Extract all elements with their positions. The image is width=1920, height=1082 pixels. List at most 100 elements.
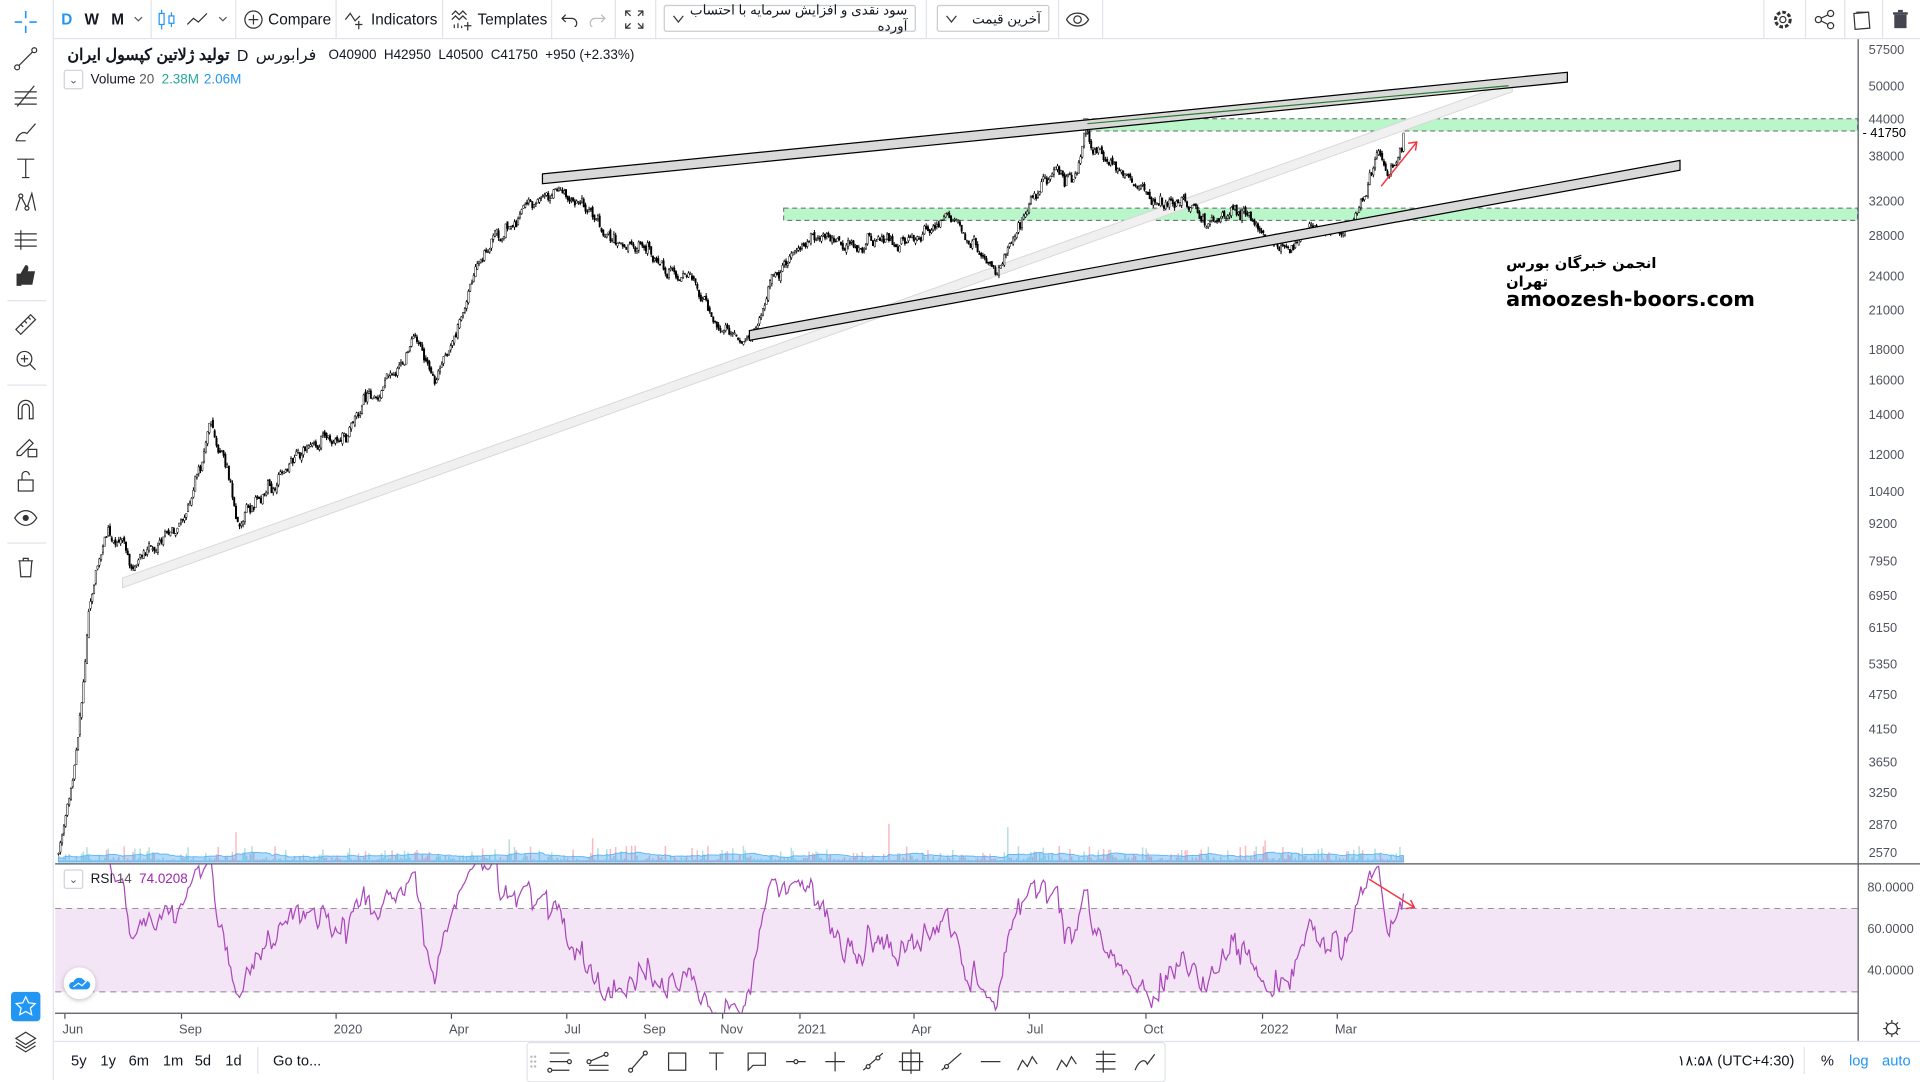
text-icon[interactable] (12, 154, 39, 181)
volume-bar (467, 859, 470, 863)
candle (696, 282, 699, 291)
templates-button[interactable]: Templates (451, 0, 547, 38)
trash-icon[interactable] (1892, 0, 1909, 38)
horizontal-ray-icon[interactable] (786, 1059, 806, 1065)
candle (877, 235, 880, 240)
interval-m[interactable]: M (111, 10, 124, 28)
parallel-channel-icon[interactable] (586, 1051, 609, 1071)
crosshair-icon[interactable] (12, 9, 39, 36)
log-scale-toggle[interactable]: log (1848, 1051, 1869, 1069)
cross-line-icon[interactable] (825, 1051, 845, 1072)
settings-gear-icon[interactable] (1772, 0, 1794, 38)
line-chart-icon[interactable] (186, 0, 208, 38)
auto-scale-toggle[interactable]: auto (1882, 1051, 1911, 1069)
range-1m[interactable]: 1m (162, 1051, 184, 1069)
candles-icon[interactable] (157, 0, 177, 38)
eye-icon[interactable] (12, 504, 39, 531)
candle (712, 316, 715, 324)
range-1y[interactable]: 1y (100, 1051, 116, 1069)
volume-bar (261, 859, 264, 863)
volume-bar (378, 859, 381, 863)
share-icon[interactable] (1813, 0, 1835, 38)
long-term-channel[interactable] (121, 81, 1513, 589)
unlock-icon[interactable] (12, 468, 39, 495)
position-icon[interactable] (898, 1049, 924, 1074)
range-6m[interactable]: 6m (128, 1051, 149, 1069)
layers-icon[interactable] (12, 1029, 39, 1056)
volume-bar (1067, 860, 1069, 863)
compare-button[interactable]: Compare (244, 0, 331, 38)
volume-bar (201, 860, 204, 863)
horizontal-lines-icon[interactable] (547, 1052, 572, 1073)
rsi-axis[interactable]: 80.0000 60.0000 40.0000 (1858, 864, 1920, 1012)
red-arrow-down[interactable] (1368, 878, 1416, 910)
volume-bar (1136, 860, 1139, 863)
indicators-button[interactable]: Indicators (344, 0, 437, 38)
brush-icon[interactable] (12, 119, 39, 146)
remove-drawings-trash-icon[interactable] (12, 553, 39, 580)
price-type-dropdown[interactable]: آخرین قیمت (936, 4, 1050, 32)
extended-line-icon[interactable] (862, 1052, 884, 1071)
elliott-wave-icon[interactable] (1017, 1055, 1038, 1071)
interval-w[interactable]: W (84, 10, 99, 28)
cloud-logo-icon[interactable] (63, 967, 96, 1000)
ray-icon[interactable] (941, 1052, 962, 1071)
pattern-icon[interactable] (12, 190, 39, 217)
abcd-pattern-icon[interactable] (1056, 1055, 1077, 1071)
text-tool-icon[interactable] (708, 1052, 724, 1071)
trend-line-tool-icon[interactable] (628, 1050, 648, 1073)
fib-channel-icon[interactable] (1095, 1050, 1116, 1073)
ruler-icon[interactable] (12, 311, 39, 338)
rsi-collapse-chevron-icon[interactable]: ⌄ (63, 869, 84, 889)
resistance-zone[interactable] (1083, 118, 1858, 132)
magnet-icon[interactable] (12, 396, 39, 423)
brush-tool-icon[interactable] (1134, 1053, 1156, 1071)
upper-channel-band[interactable] (541, 71, 1568, 185)
support-zone[interactable] (783, 207, 1858, 221)
interval-chevron-down-icon[interactable] (132, 0, 144, 38)
prediction-icon[interactable] (12, 227, 39, 254)
green-trend-line[interactable] (1087, 85, 1509, 125)
chart-settings-gear-icon[interactable] (1882, 1019, 1902, 1042)
chart-type-chevron-down-icon[interactable] (217, 0, 229, 38)
clock-timezone[interactable]: ۱۸:۵۸ (UTC+4:30) (1677, 1051, 1795, 1069)
red-arrow-up[interactable] (1380, 141, 1418, 187)
range-5d[interactable]: 5d (194, 1051, 212, 1069)
price-axis[interactable]: 57500 50000 44000 38000 32000 28000 24000 21000… (1857, 39, 1920, 864)
candle (783, 259, 786, 268)
symbol-name[interactable]: تولید ژلاتین کپسول ایران (67, 45, 230, 64)
volume-collapse-chevron-icon[interactable]: ⌄ (63, 69, 84, 90)
volume-bar (616, 859, 619, 863)
fullscreen-icon[interactable] (624, 0, 644, 38)
rectangle-tool-icon[interactable] (667, 1052, 687, 1071)
eye-icon[interactable] (1065, 0, 1090, 38)
goto-button[interactable]: Go to... (273, 1051, 322, 1069)
lower-channel-band[interactable] (748, 159, 1681, 342)
notes-icon[interactable] (1851, 0, 1873, 38)
time-axis[interactable]: Jun Sep 2020 Apr Jul Sep Nov 2021 Apr Jul Oct 2022 M… (55, 1014, 1857, 1041)
candle (786, 261, 789, 269)
thumbs-up-icon[interactable] (12, 262, 39, 289)
volume-bar (1026, 858, 1029, 863)
zoom-in-icon[interactable] (12, 347, 39, 374)
range-5y[interactable]: 5y (71, 1051, 87, 1069)
callout-icon[interactable] (747, 1052, 766, 1072)
interval-d[interactable]: D (61, 10, 73, 28)
volume-bar (1237, 859, 1240, 863)
volume-bar (393, 860, 395, 863)
candle (263, 493, 266, 497)
favorites-star-icon[interactable] (11, 991, 41, 1022)
percent-toggle[interactable]: % (1820, 1051, 1834, 1069)
candle (1217, 217, 1220, 223)
volume-bar (893, 859, 895, 863)
redo-icon[interactable] (589, 0, 606, 38)
candle (902, 235, 905, 241)
undo-icon[interactable] (561, 0, 578, 38)
candle (80, 702, 83, 720)
range-1d[interactable]: 1d (225, 1051, 242, 1069)
dividend-adjustment-dropdown[interactable]: سود نقدی و افزایش سرمایه با احتساب آورده (663, 4, 916, 34)
fib-retracement-icon[interactable] (12, 82, 39, 109)
lock-drawing-icon[interactable] (12, 432, 39, 459)
trend-line-icon[interactable] (12, 45, 39, 72)
